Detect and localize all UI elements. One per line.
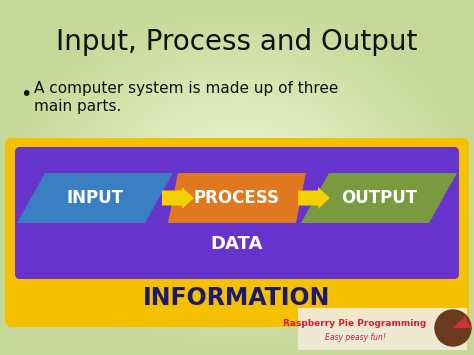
Text: PROCESS: PROCESS [194, 189, 280, 207]
Text: Input, Process and Output: Input, Process and Output [56, 28, 418, 56]
FancyBboxPatch shape [5, 138, 469, 327]
Polygon shape [301, 173, 457, 223]
Text: Raspberry Pie Programming: Raspberry Pie Programming [283, 318, 427, 328]
FancyArrow shape [162, 187, 194, 209]
FancyArrow shape [298, 187, 330, 209]
FancyBboxPatch shape [15, 147, 459, 279]
Text: Easy peasy fun!: Easy peasy fun! [325, 333, 385, 343]
Text: main parts.: main parts. [34, 98, 121, 114]
Polygon shape [453, 316, 471, 328]
Text: DATA: DATA [211, 235, 263, 253]
Text: INFORMATION: INFORMATION [143, 286, 331, 310]
Text: OUTPUT: OUTPUT [341, 189, 417, 207]
FancyBboxPatch shape [298, 308, 467, 350]
Polygon shape [168, 173, 306, 223]
Circle shape [435, 310, 471, 346]
Polygon shape [17, 173, 173, 223]
Text: INPUT: INPUT [66, 189, 124, 207]
Text: •: • [20, 86, 31, 104]
Text: A computer system is made up of three: A computer system is made up of three [34, 81, 338, 95]
